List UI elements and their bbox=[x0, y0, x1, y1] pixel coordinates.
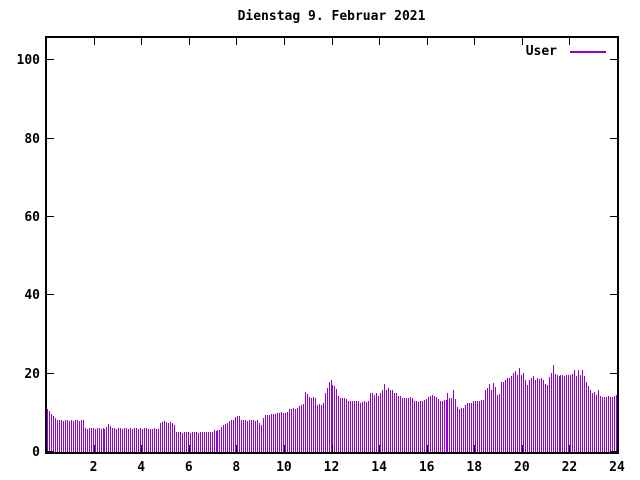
x-tick-label: 2 bbox=[89, 460, 98, 475]
x-tick-label: 20 bbox=[514, 460, 530, 475]
y-tick-label: 80 bbox=[24, 131, 40, 147]
x-tick-label: 16 bbox=[418, 460, 435, 475]
bars-layer bbox=[47, 365, 617, 452]
chart-title: Dienstag 9. Februar 2021 bbox=[237, 9, 426, 24]
x-tick-label: 10 bbox=[276, 460, 292, 475]
x-tick-label: 4 bbox=[137, 460, 146, 475]
y-tick-label: 40 bbox=[24, 288, 40, 304]
y-tick-label: 0 bbox=[32, 445, 40, 460]
legend-series-label: User bbox=[525, 44, 557, 59]
x-tick-label: 24 bbox=[609, 460, 625, 475]
y-tick-label: 60 bbox=[24, 210, 40, 226]
axes-layer bbox=[45, 36, 619, 454]
y-tick-label: 20 bbox=[24, 366, 40, 382]
x-tick-label: 14 bbox=[371, 460, 387, 475]
x-tick-label: 8 bbox=[232, 460, 241, 475]
x-tick-label: 22 bbox=[561, 460, 578, 475]
y-tick-label: 100 bbox=[16, 53, 40, 69]
legend-line-sample-icon bbox=[570, 51, 606, 53]
tick-marks-layer bbox=[47, 38, 618, 452]
x-tick-label: 6 bbox=[184, 460, 193, 475]
x-tick-label: 12 bbox=[323, 460, 340, 475]
x-tick-label: 18 bbox=[466, 460, 483, 475]
